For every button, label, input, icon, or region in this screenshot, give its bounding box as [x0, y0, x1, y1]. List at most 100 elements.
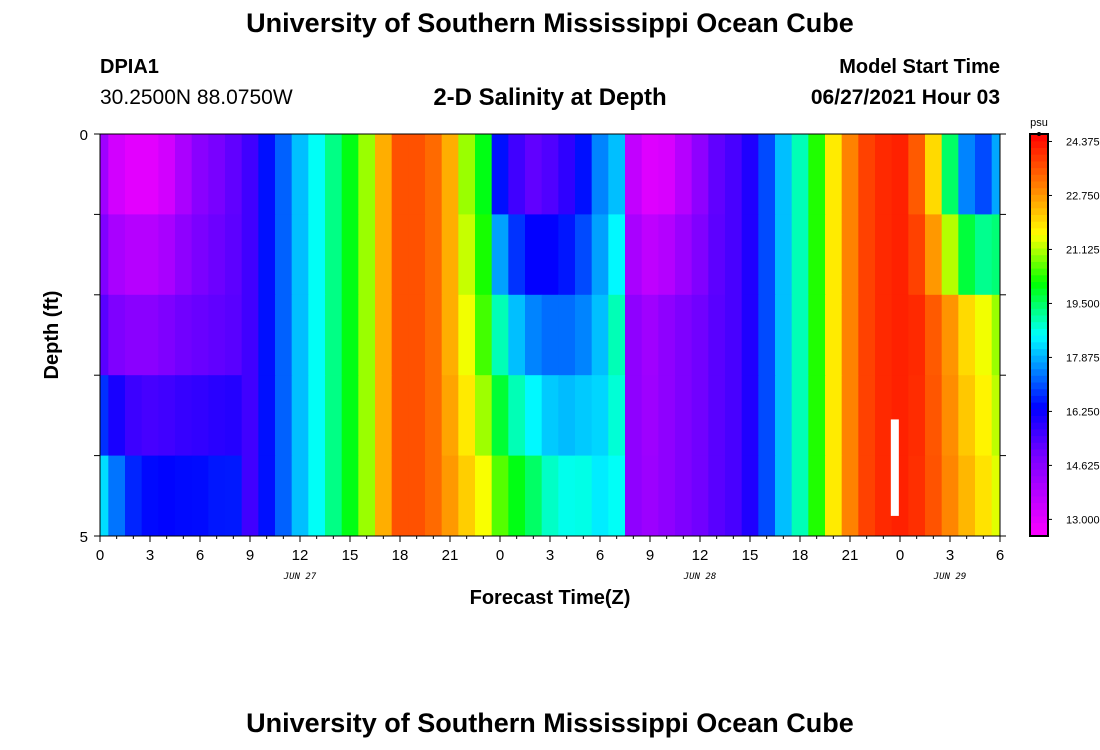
colorbar-segment — [1030, 509, 1048, 517]
heatmap-cell — [108, 214, 126, 296]
y-tick-label: 5 — [80, 529, 88, 546]
heatmap-cell — [641, 294, 659, 376]
colorbar-segment — [1030, 348, 1048, 356]
heatmap-cell — [958, 375, 976, 457]
heatmap-cell — [100, 455, 109, 536]
heatmap-cell — [941, 214, 959, 296]
heatmap-cell — [208, 375, 226, 457]
heatmap-cell — [358, 134, 376, 215]
heatmap-cell — [441, 375, 459, 457]
heatmap-cell — [308, 214, 326, 296]
heatmap-cell — [341, 455, 359, 536]
heatmap-cell — [758, 294, 776, 376]
heatmap-cell — [175, 294, 193, 376]
heatmap-cell — [391, 375, 409, 457]
heatmap-cell — [941, 294, 959, 376]
heatmap-cell — [825, 294, 843, 376]
heatmap-cell — [608, 375, 626, 457]
heatmap-cell — [575, 134, 593, 215]
heatmap-cell — [675, 134, 693, 215]
heatmap-cell — [108, 134, 126, 215]
heatmap-cell — [291, 294, 309, 376]
station-coordinates: 30.2500N 88.0750W — [100, 86, 293, 109]
heatmap-cell — [475, 294, 493, 376]
heatmap-cell — [241, 294, 259, 376]
colorbar-segment — [1030, 247, 1048, 256]
heatmap-cell — [741, 134, 759, 215]
heatmap-cell — [108, 375, 126, 457]
heatmap-cell — [175, 134, 193, 215]
x-tick-label: 9 — [646, 547, 654, 564]
heatmap-cell — [541, 134, 559, 215]
colorbar-segment — [1030, 281, 1048, 289]
heatmap-cell — [791, 375, 809, 457]
heatmap-cells — [100, 134, 1000, 536]
heatmap-cell — [225, 294, 243, 376]
colorbar-segment — [1030, 160, 1048, 169]
heatmap-cell — [625, 214, 643, 296]
colorbar-segment — [1030, 294, 1048, 303]
x-tick-label: 0 — [896, 547, 904, 564]
heatmap-cell — [325, 375, 343, 457]
heatmap-cell — [208, 214, 226, 296]
heatmap-cell — [225, 214, 243, 296]
x-tick-label: 15 — [742, 547, 759, 564]
heatmap-cell — [708, 294, 726, 376]
heatmap-cell — [325, 455, 343, 536]
heatmap-cell — [775, 455, 793, 536]
heatmap-cell — [558, 375, 576, 457]
colorbar-segment — [1030, 227, 1048, 236]
y-axis: 05 — [80, 127, 1006, 546]
colorbar-segment — [1030, 321, 1048, 329]
heatmap-cell — [141, 455, 159, 536]
heatmap-cell — [958, 134, 976, 215]
heatmap-cell — [158, 134, 176, 215]
heatmap-cell — [441, 294, 459, 376]
heatmap-cell — [125, 294, 143, 376]
heatmap-cell — [308, 455, 326, 536]
heatmap-cell — [991, 455, 1000, 536]
heatmap-cell — [991, 294, 1000, 376]
heatmap-cell — [858, 294, 876, 376]
heatmap-cell — [741, 455, 759, 536]
heatmap-cell — [158, 214, 176, 296]
heatmap-cell — [791, 455, 809, 536]
heatmap-cell — [908, 134, 926, 215]
heatmap-cell — [258, 294, 276, 376]
plot-marker-bar — [890, 419, 899, 516]
heatmap-cell — [558, 455, 576, 536]
footer-title: University of Southern Mississippi Ocean… — [246, 708, 854, 738]
heatmap-cell — [108, 294, 126, 376]
heatmap-cell — [341, 294, 359, 376]
heatmap-cell — [858, 455, 876, 536]
heatmap-cell — [891, 134, 909, 215]
heatmap-cell — [875, 214, 893, 296]
heatmap-cell — [375, 214, 393, 296]
heatmap-cell — [908, 375, 926, 457]
colorbar-segment — [1030, 408, 1048, 416]
heatmap-cell — [275, 214, 293, 296]
heatmap-cell — [325, 294, 343, 376]
heatmap-cell — [641, 455, 659, 536]
colorbar-tick-label: 14.625 — [1066, 460, 1100, 472]
colorbar-segment — [1030, 515, 1048, 524]
heatmap-cell — [841, 375, 859, 457]
colorbar-segment — [1030, 375, 1048, 383]
heatmap-cell — [291, 375, 309, 457]
colorbar-segment — [1030, 241, 1048, 249]
heatmap-cell — [958, 455, 976, 536]
model-start-value: 06/27/2021 Hour 03 — [810, 86, 1000, 109]
heatmap-cell — [675, 375, 693, 457]
colorbar-segment — [1030, 328, 1048, 336]
heatmap-cell — [975, 375, 993, 457]
heatmap-cell — [825, 134, 843, 215]
colorbar-segment — [1030, 462, 1048, 470]
heatmap-cell — [491, 134, 509, 215]
heatmap-cell — [991, 134, 1000, 215]
colorbar-segment — [1030, 268, 1048, 276]
heatmap-cell — [591, 375, 609, 457]
x-tick-label: 6 — [996, 547, 1004, 564]
colorbar-tick-label: 19.500 — [1066, 298, 1100, 310]
heatmap-cell — [725, 375, 743, 457]
